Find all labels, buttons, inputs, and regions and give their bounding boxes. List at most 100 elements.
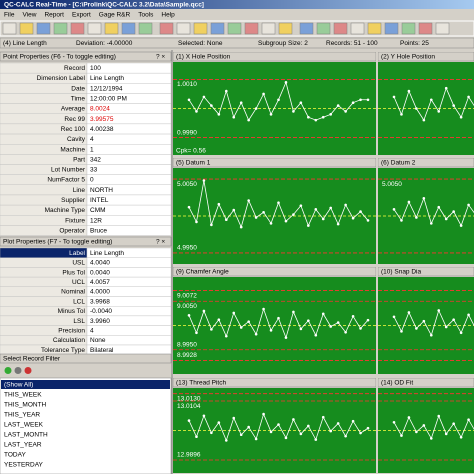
row-value: 12:00:00 PM <box>90 96 127 103</box>
filter-item[interactable]: THIS_YEAR <box>4 412 40 419</box>
row-value: 3.99575 <box>90 116 114 123</box>
toolbar-button[interactable] <box>159 22 174 35</box>
menu-item[interactable]: Export <box>72 12 91 19</box>
row-label: Machine Type <box>45 207 86 214</box>
toolbar-button[interactable] <box>121 22 136 35</box>
row-label: Rec 100 <box>61 126 86 133</box>
data-point <box>217 421 221 424</box>
filter-tool[interactable] <box>24 367 32 374</box>
filter-item[interactable]: LAST_YEAR <box>4 442 42 449</box>
status-row <box>0 37 474 49</box>
toolbar-button[interactable] <box>19 22 34 35</box>
row-value: Line Length <box>90 75 124 82</box>
row-label: Lot Number <box>51 167 86 174</box>
toolbar-button[interactable] <box>138 22 153 35</box>
row-value-cell[interactable] <box>86 325 172 336</box>
data-point <box>195 435 198 439</box>
toolbar-button[interactable] <box>244 22 259 35</box>
data-point <box>299 327 303 331</box>
chart-cell[interactable]: (2) Y Hole Position <box>378 52 474 155</box>
filter-item[interactable]: LAST_WEEK <box>4 422 44 429</box>
row-value-cell[interactable] <box>86 133 172 145</box>
toolbar-button[interactable] <box>316 22 331 35</box>
data-point <box>292 418 295 421</box>
toolbar-button[interactable] <box>418 22 433 35</box>
toolbar-button[interactable] <box>227 22 242 35</box>
filter-item[interactable]: THIS_MONTH <box>4 402 47 409</box>
data-point <box>415 216 418 219</box>
panel-title: Point Properties (F6 - To toggle editing… <box>3 53 116 60</box>
filter-item[interactable]: YESTERDAY <box>4 462 44 469</box>
chart-header <box>378 378 474 388</box>
toolbar-button[interactable] <box>278 22 293 35</box>
row-label: Part <box>73 156 85 163</box>
row-value-cell[interactable] <box>86 225 172 236</box>
data-point <box>202 95 206 99</box>
chart-cell[interactable]: (14) OD Fit <box>378 378 474 473</box>
toolbar-button[interactable] <box>367 22 382 35</box>
filter-item[interactable]: LAST_MONTH <box>4 432 48 439</box>
data-point <box>459 115 463 119</box>
data-point <box>224 439 228 442</box>
panel-buttons[interactable]: ? × <box>156 53 165 60</box>
data-point <box>210 328 213 331</box>
status-field: (4) Line Length <box>3 40 47 47</box>
toolbar-button[interactable] <box>193 22 208 35</box>
row-value-cell[interactable] <box>86 143 172 155</box>
toolbar-button[interactable] <box>87 22 102 35</box>
toolbar-button[interactable] <box>333 22 348 35</box>
menu-item[interactable]: Gage R&R <box>99 12 131 19</box>
data-point <box>344 434 347 438</box>
filter-item[interactable]: TODAY <box>4 452 26 459</box>
data-point <box>351 101 355 104</box>
data-point <box>262 211 265 214</box>
toolbar-button[interactable] <box>176 22 191 35</box>
data-point <box>452 210 455 213</box>
toolbar-button[interactable] <box>104 22 119 35</box>
panel-buttons[interactable]: ? × <box>156 238 165 245</box>
toolbar-button[interactable] <box>36 22 51 35</box>
menu-item[interactable]: View <box>22 12 36 19</box>
data-point <box>444 86 448 90</box>
menu-item[interactable]: Tools <box>138 12 154 19</box>
toolbar-button[interactable] <box>261 22 276 35</box>
chart-title: (5) Datum 1 <box>176 160 211 167</box>
toolbar-button[interactable] <box>2 22 17 35</box>
menu-item[interactable]: Report <box>44 12 64 19</box>
menu-item[interactable]: File <box>4 12 15 19</box>
filter-list <box>0 377 172 474</box>
row-value-cell[interactable] <box>86 174 172 185</box>
data-point <box>444 432 448 436</box>
filter-item[interactable]: THIS_WEEK <box>4 392 42 399</box>
data-point <box>467 95 470 99</box>
toolbar-button[interactable] <box>435 22 450 35</box>
chart-cell[interactable]: (1) X Hole Position 1.0010 0.9990 Cpk= 0.56 <box>173 52 376 155</box>
data-point <box>239 433 243 437</box>
toolbar-button[interactable] <box>350 22 365 35</box>
filter-tool[interactable] <box>14 367 22 374</box>
toolbar-button[interactable] <box>401 22 416 35</box>
toolbar-button[interactable] <box>70 22 85 35</box>
chart-header <box>378 52 474 62</box>
menu-item[interactable]: Help <box>161 12 175 19</box>
data-point <box>452 422 455 426</box>
row-label: USL <box>72 260 85 267</box>
data-point <box>351 216 355 220</box>
filter-item[interactable]: (Show All) <box>4 382 33 389</box>
filter-tool[interactable] <box>4 367 12 374</box>
data-point <box>459 436 463 439</box>
row-value-cell[interactable] <box>86 164 172 175</box>
chart-cell[interactable]: (10) Snap Dia <box>378 267 474 374</box>
toolbar-button[interactable] <box>299 22 314 35</box>
toolbar-button[interactable] <box>53 22 68 35</box>
data-point <box>366 318 370 322</box>
chart-cell[interactable]: (9) Chamfer Angle 9.0072 9.0050 8.9950 8.992… <box>173 267 376 374</box>
chart-cell[interactable]: (6) Datum 2 5.0050 <box>378 158 474 264</box>
row-label: Dimension Label <box>37 75 86 82</box>
data-point <box>344 203 347 207</box>
chart-cell[interactable]: (5) Datum 1 5.0050 4.9950 <box>173 158 376 264</box>
toolbar-button[interactable] <box>210 22 225 35</box>
chart-title: (13) Thread Pitch <box>176 380 226 387</box>
toolbar-button[interactable] <box>384 22 399 35</box>
